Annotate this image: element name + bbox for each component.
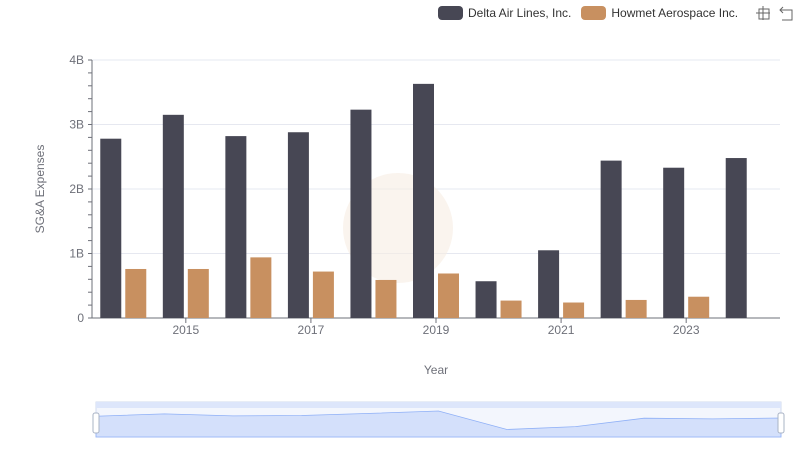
bar-delta-2021 — [538, 250, 560, 318]
bar-howmet-2023 — [688, 296, 710, 318]
zoom-slider-area — [95, 410, 782, 438]
x-tick-label: 2021 — [548, 323, 575, 337]
bar-howmet-2017 — [312, 271, 334, 318]
y-tick-label: 3B — [69, 118, 84, 132]
bar-howmet-2021 — [563, 302, 585, 318]
bar-howmet-2015 — [187, 268, 209, 318]
bar-delta-2023 — [663, 167, 685, 318]
y-tick-label: 2B — [69, 182, 84, 196]
bar-howmet-2019 — [438, 273, 459, 318]
bar-delta-2020 — [475, 281, 497, 318]
restore-icon[interactable] — [778, 4, 796, 22]
legend-label-howmet: Howmet Aerospace Inc. — [611, 6, 739, 20]
x-tick-label: 2015 — [172, 323, 199, 337]
x-tick-label: 2019 — [423, 323, 450, 337]
legend-swatch-delta — [438, 6, 463, 20]
y-tick-label: 0 — [77, 311, 84, 325]
bar-delta-2016 — [225, 136, 247, 318]
y-tick-label: 1B — [69, 247, 84, 261]
bar-delta-2024 — [725, 158, 747, 318]
legend-swatch-howmet — [581, 6, 607, 20]
bar-delta-2014 — [100, 138, 122, 318]
bar-delta-2019 — [413, 83, 434, 319]
bar-howmet-2020 — [500, 300, 522, 318]
bar-delta-2022 — [600, 160, 622, 318]
y-tick-label: 4B — [69, 53, 84, 67]
legend-label-delta: Delta Air Lines, Inc. — [468, 6, 572, 20]
legend-item-howmet[interactable]: Howmet Aerospace Inc. — [581, 6, 738, 20]
zoom-slider-top-bar — [96, 402, 781, 408]
bar-delta-2017 — [287, 132, 309, 318]
zoom-handle-left[interactable] — [92, 412, 100, 434]
legend: Delta Air Lines, Inc. Howmet Aerospace I… — [438, 4, 796, 22]
x-axis-title: Year — [424, 363, 448, 377]
y-axis-title: SG&A Expenses — [33, 145, 47, 234]
bar-howmet-2018 — [375, 279, 397, 318]
zoom-icon[interactable] — [754, 4, 772, 22]
x-tick-label: 2023 — [673, 323, 700, 337]
bar-delta-2018 — [350, 109, 372, 318]
bar-delta-2015 — [162, 114, 184, 318]
bar-howmet-2014 — [125, 268, 147, 318]
bar-howmet-2016 — [250, 257, 272, 318]
x-tick-label: 2017 — [298, 323, 325, 337]
zoom-handle-right[interactable] — [777, 412, 785, 434]
legend-item-delta[interactable]: Delta Air Lines, Inc. — [438, 6, 571, 20]
bar-howmet-2022 — [625, 299, 647, 318]
